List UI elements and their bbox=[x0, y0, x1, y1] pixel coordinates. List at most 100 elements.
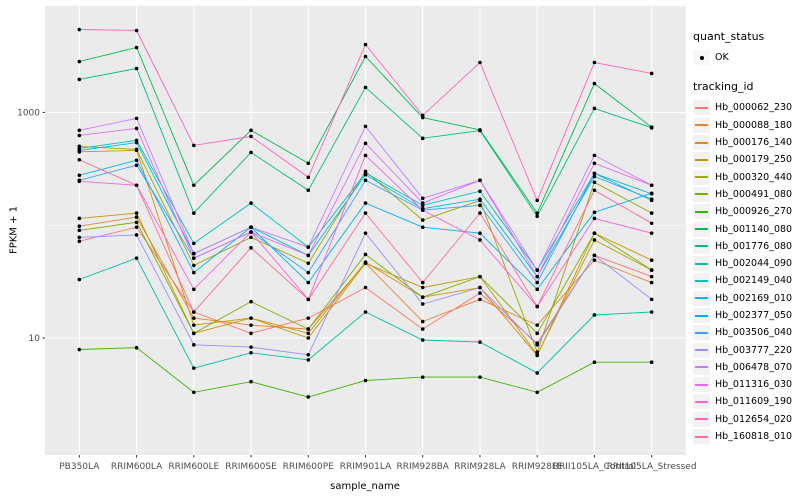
data-point bbox=[306, 395, 311, 399]
data-point bbox=[363, 231, 368, 235]
line-swatch-icon bbox=[695, 279, 708, 282]
data-point bbox=[77, 59, 82, 64]
data-point bbox=[134, 220, 139, 225]
y-axis-title: FPKM + 1 bbox=[8, 205, 20, 255]
x-tick-label: RRIM600LA bbox=[111, 462, 163, 472]
data-point bbox=[363, 310, 368, 314]
legend-spacer bbox=[693, 66, 799, 80]
data-point bbox=[478, 203, 482, 208]
legend-item-tracking-id: Hb_000179_250 bbox=[693, 151, 799, 168]
data-point bbox=[249, 316, 253, 320]
data-point bbox=[363, 54, 368, 59]
data-point bbox=[134, 147, 139, 152]
data-point bbox=[192, 287, 196, 292]
data-point bbox=[363, 252, 368, 257]
data-point bbox=[306, 175, 311, 180]
data-point bbox=[649, 221, 654, 226]
data-point bbox=[134, 45, 139, 50]
legend-item-tracking-id: Hb_000926_270 bbox=[693, 203, 799, 220]
legend-key-line bbox=[693, 308, 710, 323]
legend-item-label: Hb_011609_190 bbox=[715, 396, 793, 408]
legend-key-line bbox=[693, 221, 710, 237]
y-tick-label: 10 bbox=[29, 334, 41, 344]
line-swatch-icon bbox=[695, 314, 708, 317]
data-point bbox=[249, 235, 253, 240]
data-point bbox=[192, 310, 196, 314]
legend-item-label: Hb_001776_080 bbox=[715, 240, 793, 252]
line-swatch-icon bbox=[695, 297, 708, 300]
line-swatch-icon bbox=[695, 193, 708, 196]
data-point bbox=[649, 231, 654, 235]
data-point bbox=[192, 270, 196, 275]
legend-key-line bbox=[693, 204, 710, 220]
data-point bbox=[192, 183, 196, 188]
data-point bbox=[420, 136, 425, 141]
data-point bbox=[77, 277, 82, 282]
legend-item-label: Hb_000088_180 bbox=[715, 119, 793, 131]
legend-item-label: Hb_000926_270 bbox=[715, 206, 793, 218]
data-point bbox=[363, 85, 368, 90]
data-point bbox=[249, 134, 253, 139]
legend-key-line bbox=[693, 325, 710, 341]
legend-key-line bbox=[693, 152, 710, 168]
data-point bbox=[592, 161, 597, 166]
legend-key-line bbox=[693, 290, 710, 306]
legend-item-label: Hb_003506_040 bbox=[715, 327, 793, 339]
data-point bbox=[535, 323, 539, 327]
legend-item-tracking-id: Hb_011316_030 bbox=[693, 376, 799, 393]
legend-item-tracking-id: Hb_002044_090 bbox=[693, 255, 799, 272]
data-point bbox=[192, 211, 196, 215]
legend-item-tracking-id: Hb_000320_440 bbox=[693, 168, 799, 185]
x-tick-label: RRIM600PE bbox=[283, 462, 335, 472]
data-point bbox=[478, 274, 482, 279]
data-point bbox=[592, 216, 597, 221]
data-point bbox=[306, 161, 311, 166]
data-point bbox=[649, 280, 654, 285]
data-point bbox=[249, 331, 253, 336]
data-point bbox=[649, 258, 654, 262]
data-point bbox=[592, 106, 597, 111]
data-point bbox=[192, 263, 196, 268]
data-point bbox=[192, 331, 196, 336]
data-point bbox=[77, 27, 82, 32]
data-point bbox=[535, 211, 539, 215]
legend-key-line bbox=[693, 359, 710, 375]
data-point bbox=[249, 225, 253, 229]
data-point bbox=[478, 231, 482, 235]
line-swatch-icon bbox=[695, 349, 708, 352]
legend-key-line bbox=[693, 273, 710, 289]
data-point bbox=[592, 174, 597, 179]
line-swatch-icon bbox=[695, 245, 708, 248]
data-point bbox=[478, 60, 482, 65]
data-point bbox=[649, 310, 654, 314]
data-point bbox=[134, 211, 139, 215]
x-tick-label: RRIM600LE bbox=[168, 462, 219, 472]
legend-key-line bbox=[693, 135, 710, 151]
data-point bbox=[420, 285, 425, 290]
legend-key-line bbox=[693, 394, 710, 410]
legend-item-label: Hb_000491_080 bbox=[715, 188, 793, 200]
data-point bbox=[306, 261, 311, 266]
legend-item-tracking-id: Hb_001140_080 bbox=[693, 220, 799, 237]
data-point bbox=[592, 258, 597, 262]
legend-item-tracking-id: Hb_000062_230 bbox=[693, 99, 799, 116]
data-point bbox=[134, 140, 139, 145]
legend-item-label: Hb_000320_440 bbox=[715, 171, 793, 183]
data-point bbox=[363, 153, 368, 158]
data-point bbox=[535, 343, 539, 347]
x-tick-label: RRIM600SE bbox=[225, 462, 277, 472]
legend-item-tracking-id: Hb_000088_180 bbox=[693, 117, 799, 134]
data-point bbox=[420, 280, 425, 285]
data-point bbox=[134, 28, 139, 33]
data-point bbox=[420, 196, 425, 201]
data-point bbox=[420, 375, 425, 379]
data-point bbox=[535, 371, 539, 375]
data-point bbox=[649, 191, 654, 196]
line-swatch-icon bbox=[695, 228, 708, 231]
legend-key-line bbox=[693, 100, 710, 116]
data-point bbox=[134, 163, 139, 168]
x-tick-label: RRIM928LA bbox=[454, 462, 506, 472]
data-point bbox=[649, 268, 654, 272]
line-swatch-icon bbox=[695, 176, 708, 179]
